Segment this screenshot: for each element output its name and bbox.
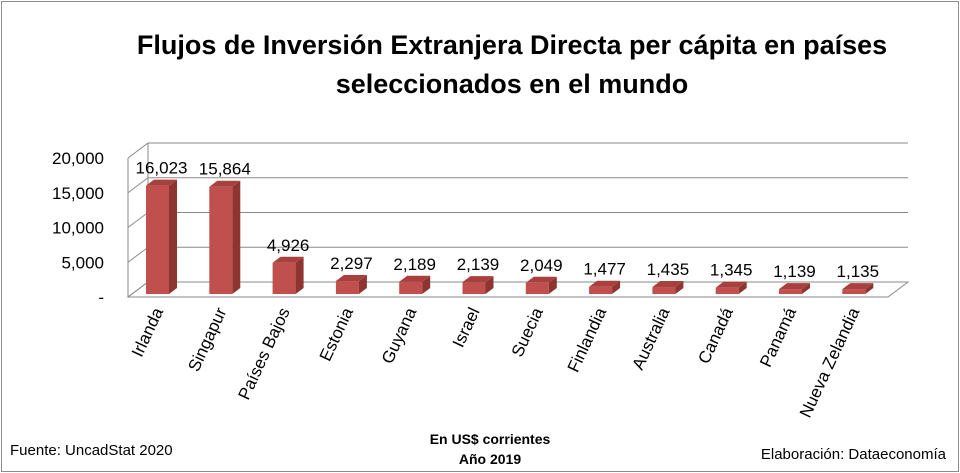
gridline-side — [127, 212, 149, 228]
bar-value-label: 1,345 — [710, 261, 753, 280]
y-tick-label: 15,000 — [52, 184, 104, 203]
y-tick-label: 5,000 — [61, 253, 104, 272]
bar-top — [462, 276, 494, 283]
bar-value-label: 2,297 — [330, 254, 373, 273]
floor — [126, 281, 910, 298]
x-category-label: Guyana — [378, 304, 421, 366]
bars — [146, 179, 874, 294]
bar — [399, 275, 431, 294]
chart-title-line-1: Flujos de Inversión Extranjera Directa p… — [136, 30, 888, 60]
credit-note: Elaboración: Dataeconomía — [760, 446, 946, 463]
bar-side — [358, 275, 367, 294]
bar — [462, 276, 494, 294]
x-category-label: Irlanda — [128, 304, 167, 360]
bar-value-label: 1,435 — [647, 260, 690, 279]
bar-side — [675, 281, 684, 294]
bar-value-label: 4,926 — [267, 236, 310, 255]
bar-top — [335, 275, 367, 282]
units-note: En US$ corrientes Año 2019 — [380, 429, 600, 469]
bar-front — [272, 262, 296, 294]
bar — [589, 280, 621, 294]
x-category-label: Panamá — [756, 304, 800, 370]
bar-side — [422, 275, 431, 294]
grid-lines — [126, 142, 910, 298]
bar-value-label: 2,139 — [457, 255, 500, 274]
x-category-label: Singapur — [184, 304, 230, 374]
bar-top — [272, 256, 304, 263]
x-category-label: Estonia — [316, 304, 357, 364]
bar-top — [715, 281, 747, 288]
bar-side — [548, 276, 557, 294]
bar-side — [232, 180, 241, 294]
bar-top — [525, 276, 557, 283]
bar-side — [169, 179, 177, 294]
bar-front — [779, 289, 802, 294]
chart-title: Flujos de Inversión Extranjera Directa p… — [102, 26, 922, 104]
x-category-label: Australia — [628, 304, 673, 372]
bar-side — [295, 256, 304, 294]
bar-side — [485, 276, 494, 294]
bar-top — [209, 180, 241, 187]
bar-front — [209, 186, 233, 294]
x-category-label: Finlandia — [564, 304, 611, 375]
bar-top — [146, 179, 177, 186]
bar-front — [525, 282, 549, 294]
gridline-side — [127, 177, 149, 194]
bar-value-label: 2,049 — [520, 256, 563, 275]
bar-top — [842, 283, 874, 290]
y-tick-label: 20,000 — [52, 149, 104, 168]
x-category-label: Israel — [449, 305, 484, 351]
bar — [209, 180, 241, 294]
y-tick-label: - — [98, 288, 104, 307]
bar-side — [802, 283, 810, 294]
bar — [652, 281, 684, 294]
units-line-1: En US$ corrientes — [429, 431, 551, 447]
bar-value-label: 1,135 — [837, 262, 880, 281]
bar-value-label: 16,023 — [136, 159, 188, 178]
bar-value-label: 1,139 — [773, 262, 816, 281]
x-category-label: Países Bajos — [235, 305, 294, 403]
value-labels: 16,023 15,864 4,926 2,297 2,189 2,139 2,049 1,4… — [136, 159, 880, 281]
bar-side — [612, 280, 621, 294]
x-category-label: Nueva Zelandia — [796, 304, 864, 420]
bar-front — [335, 281, 359, 294]
bar-front — [589, 286, 613, 294]
bar-top — [399, 275, 431, 282]
bar-front — [462, 282, 486, 294]
bar-front — [399, 281, 423, 294]
bar-top — [779, 283, 810, 290]
bar-top — [652, 281, 684, 288]
bar-front — [652, 287, 676, 294]
x-category-label: Canadá — [694, 304, 737, 366]
gridline-side — [127, 142, 149, 159]
x-category-label: Suecia — [508, 304, 547, 360]
bar-top — [589, 280, 621, 287]
source-note: Fuente: UncadStat 2020 — [10, 442, 173, 459]
bar — [335, 275, 367, 294]
bar-front — [146, 185, 169, 294]
chart-title-line-2: seleccionados en el mundo — [335, 69, 689, 99]
bar-front — [842, 289, 866, 294]
bar — [842, 283, 874, 294]
units-line-2: Año 2019 — [458, 451, 522, 467]
bar-value-label: 15,864 — [199, 160, 251, 179]
gridline-side — [127, 246, 149, 263]
bar-front — [715, 287, 739, 294]
bar-side — [738, 281, 747, 294]
bar — [272, 256, 304, 294]
bar-value-label: 1,477 — [583, 260, 626, 279]
y-axis-labels: - 5,000 10,000 15,000 20,000 — [52, 149, 104, 307]
bar — [146, 179, 177, 294]
y-tick-label: 10,000 — [52, 219, 104, 238]
bar-value-label: 2,189 — [393, 255, 436, 274]
bar — [715, 281, 747, 294]
bar-side — [865, 283, 874, 294]
x-axis-labels: Irlanda Singapur Países Bajos Estonia Guyana… — [128, 304, 864, 420]
bar — [779, 283, 810, 294]
bar — [525, 276, 557, 294]
